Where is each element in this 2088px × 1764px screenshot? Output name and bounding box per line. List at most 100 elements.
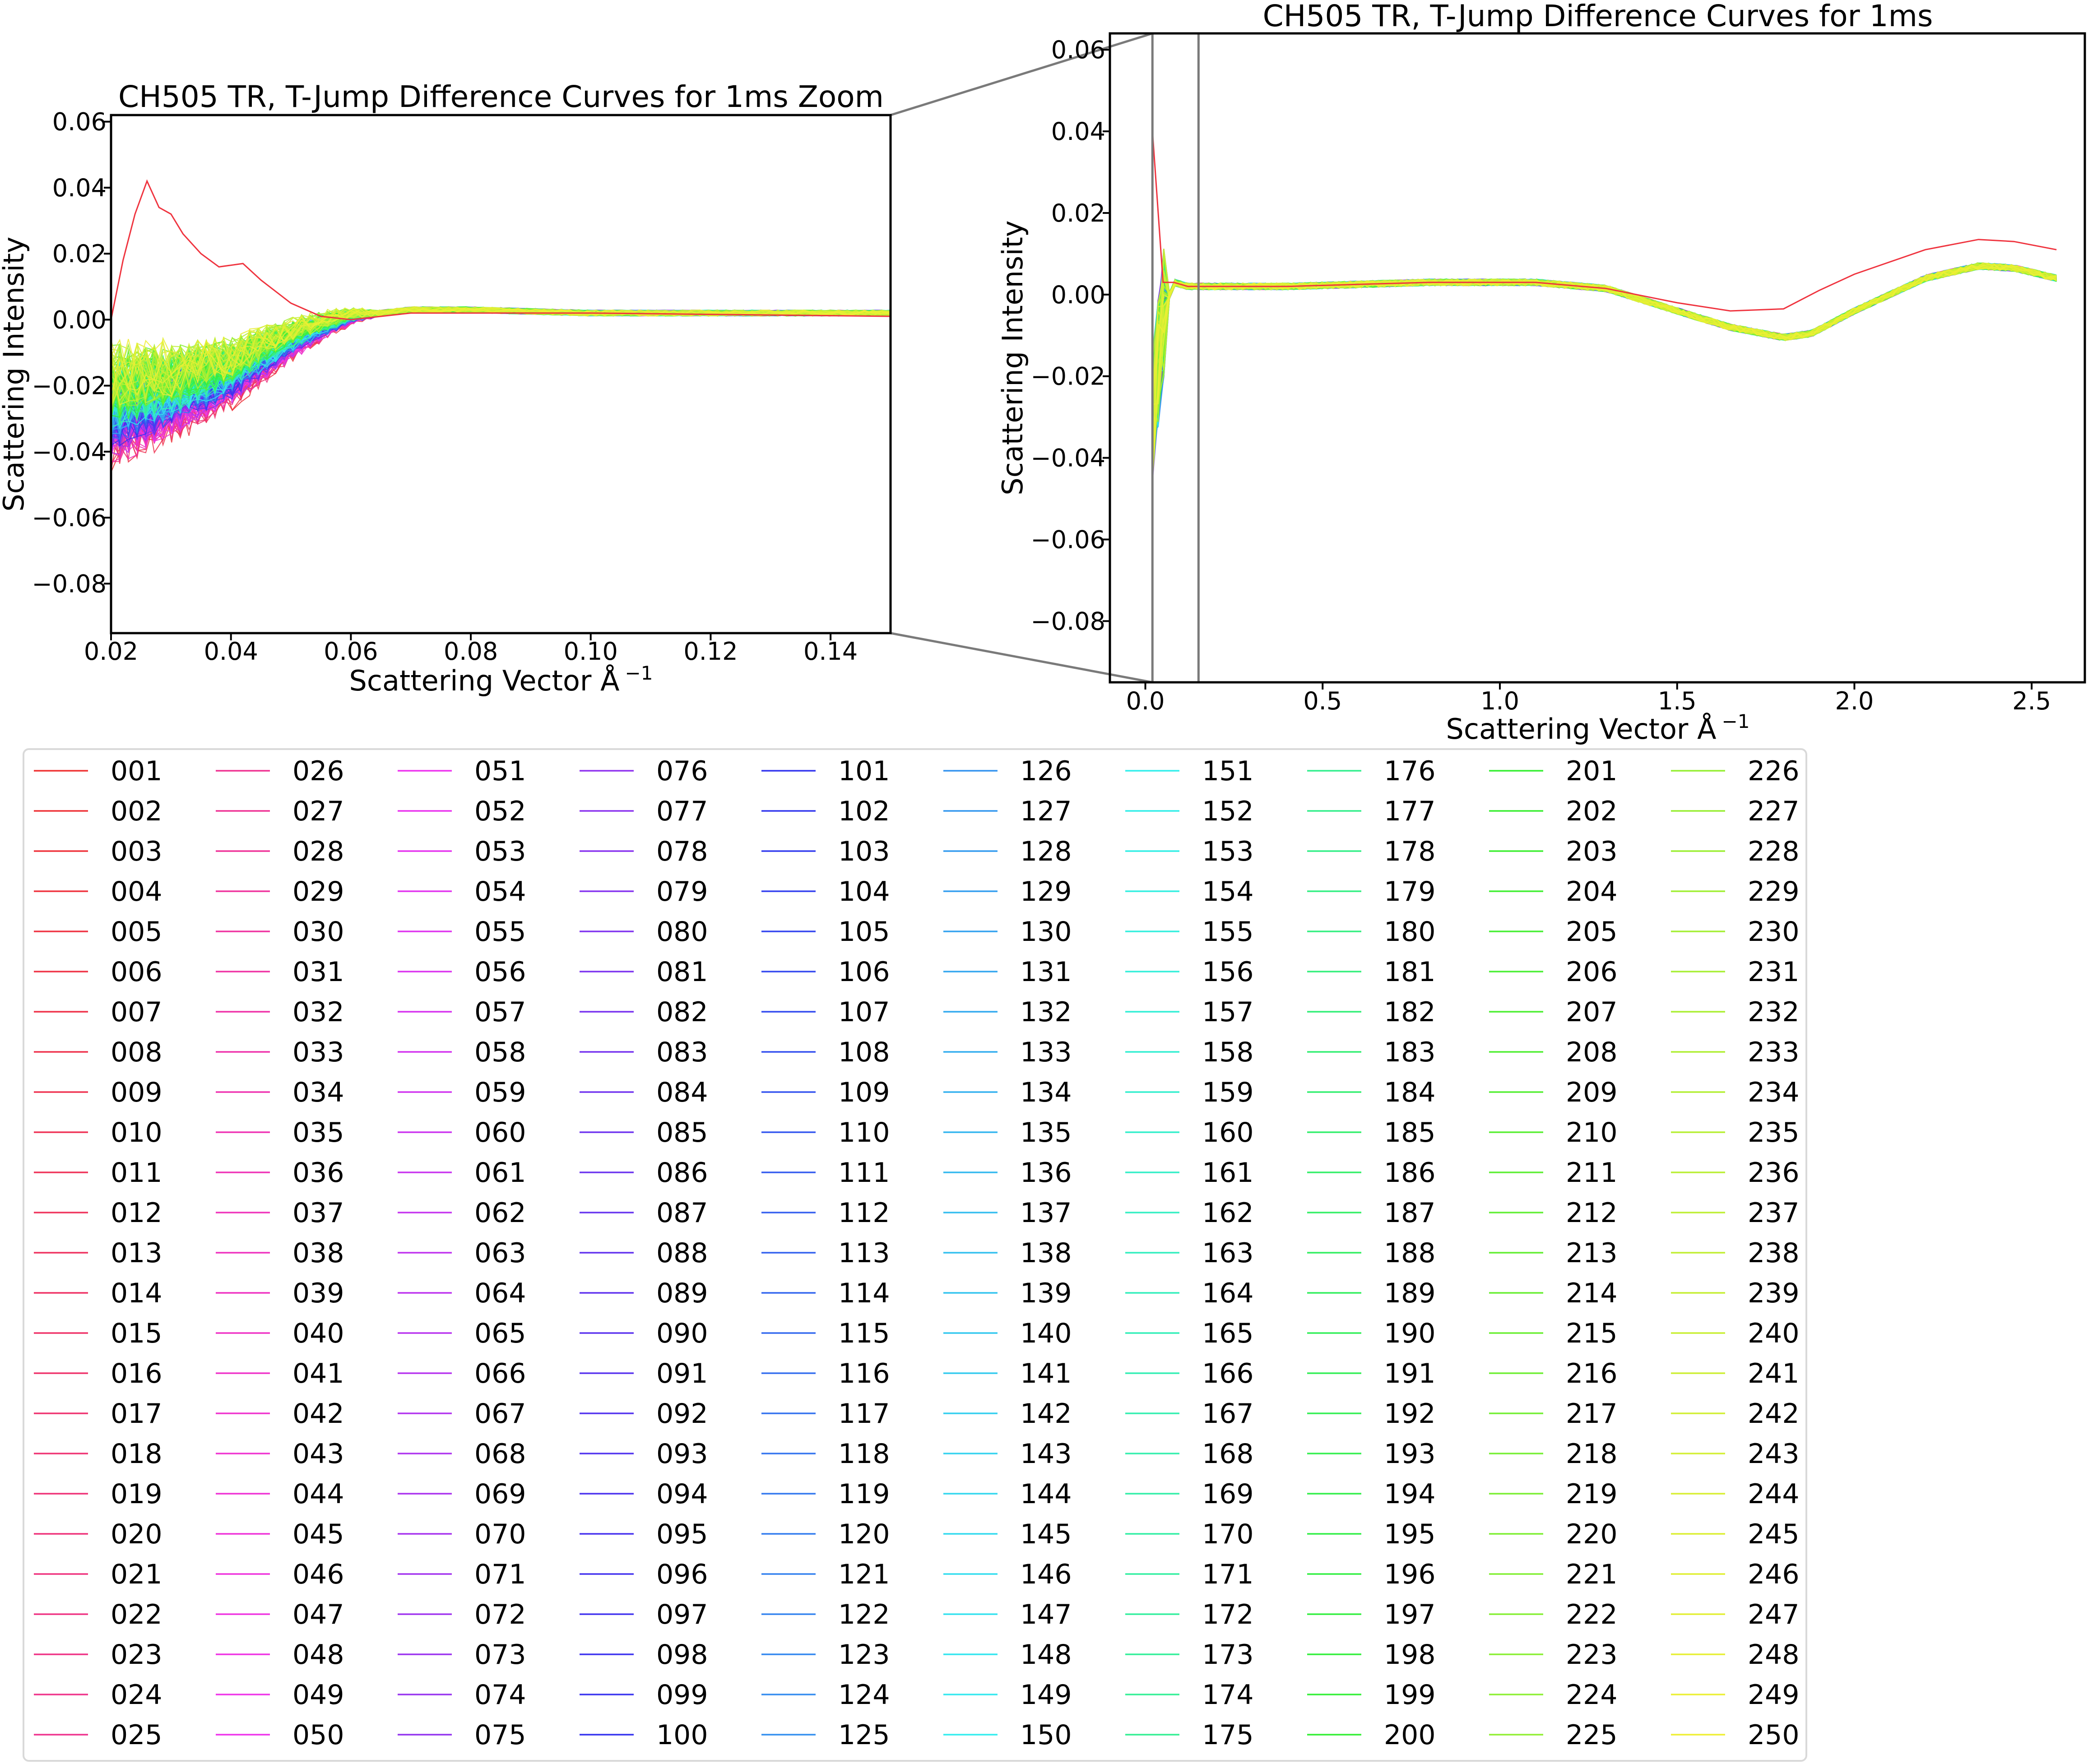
legend-entry: 123: [761, 1639, 890, 1671]
series-line: [1152, 255, 2057, 384]
legend-label: 146: [1020, 1559, 1072, 1590]
legend-label: 069: [474, 1478, 526, 1510]
legend-label: 011: [111, 1157, 162, 1189]
legend-entry: 181: [1307, 956, 1436, 988]
series-line: [1152, 265, 2057, 477]
legend-entry: 037: [216, 1197, 344, 1229]
zoom-connector-bottom: [890, 632, 1153, 684]
zoom-panel-title: CH505 TR, T-Jump Difference Curves for 1…: [118, 79, 884, 114]
series-line: [1152, 264, 2057, 474]
x-tick-label: 1.5: [1658, 687, 1697, 715]
legend-label: 079: [656, 876, 708, 907]
legend-label: 245: [1748, 1519, 1800, 1550]
legend-entry: 216: [1489, 1358, 1618, 1389]
legend-entry: 054: [398, 876, 526, 907]
legend-label: 046: [292, 1559, 344, 1590]
legend-label: 060: [474, 1117, 526, 1148]
legend-label: 078: [656, 836, 708, 867]
legend-label: 093: [656, 1438, 708, 1470]
legend-label: 183: [1384, 1037, 1436, 1068]
legend-entry: 124: [761, 1679, 890, 1711]
legend-entry: 051: [398, 755, 526, 787]
y-tick-label: −0.08: [1031, 607, 1105, 635]
legend-label: 098: [656, 1639, 708, 1671]
legend-label: 212: [1566, 1197, 1618, 1229]
legend-label: 039: [292, 1278, 344, 1309]
legend-entry: 108: [761, 1037, 890, 1068]
legend-label: 131: [1020, 956, 1072, 988]
series-line: [1152, 264, 2057, 464]
legend-label: 137: [1020, 1197, 1072, 1229]
y-tick-label: −0.04: [1031, 444, 1105, 472]
legend-label: 018: [111, 1438, 162, 1470]
legend-label: 229: [1748, 876, 1800, 907]
legend-entry: 117: [761, 1398, 890, 1430]
legend-entry: 138: [943, 1237, 1072, 1269]
legend-label: 031: [292, 956, 344, 988]
legend-label: 036: [292, 1157, 344, 1189]
legend-entry: 132: [943, 996, 1072, 1028]
legend-label: 085: [656, 1117, 708, 1148]
y-tick-label: −0.06: [32, 504, 107, 532]
legend-label: 147: [1020, 1599, 1072, 1630]
legend-label: 150: [1020, 1719, 1072, 1751]
legend-label: 010: [111, 1117, 162, 1148]
series-line: [1152, 250, 2057, 416]
legend-label: 005: [111, 916, 162, 948]
legend-label: 197: [1384, 1599, 1436, 1630]
legend-entry: 005: [34, 916, 162, 948]
series-line: [1152, 264, 2057, 449]
legend-entry: 229: [1671, 876, 1800, 907]
legend-label: 073: [474, 1639, 526, 1671]
legend-label: 192: [1384, 1398, 1436, 1430]
legend-entries: 001 002 003 004 005 006 007 008 009 010 011 012 013 0…: [34, 755, 1800, 1751]
legend-entry: 021: [34, 1559, 162, 1590]
legend-label: 042: [292, 1398, 344, 1430]
legend-entry: 167: [1125, 1398, 1254, 1430]
legend-entry: 219: [1489, 1478, 1618, 1510]
legend-label: 123: [838, 1639, 890, 1671]
legend-entry: 148: [943, 1639, 1072, 1671]
legend-entry: 211: [1489, 1157, 1618, 1189]
legend-label: 087: [656, 1197, 708, 1229]
zoom-region-markers: [1151, 33, 1200, 682]
legend-entry: 088: [580, 1237, 708, 1269]
legend-label: 156: [1202, 956, 1254, 988]
legend-entry: 214: [1489, 1278, 1618, 1309]
legend-entry: 098: [580, 1639, 708, 1671]
legend-label: 219: [1566, 1478, 1618, 1510]
legend-label: 006: [111, 956, 162, 988]
series-line: [1152, 262, 2057, 469]
zoom-panel-curves: [110, 179, 891, 472]
legend-label: 240: [1748, 1318, 1800, 1349]
legend-entry: 233: [1671, 1037, 1800, 1068]
full-panel: CH505 TR, T-Jump Difference Curves for 1…: [996, 0, 2086, 745]
legend-label: 181: [1384, 956, 1436, 988]
legend-entry: 203: [1489, 836, 1618, 867]
legend-label: 172: [1202, 1599, 1254, 1630]
legend-entry: 013: [34, 1237, 162, 1269]
legend-entry: 240: [1671, 1318, 1800, 1349]
legend-entry: 089: [580, 1278, 708, 1309]
legend-label: 075: [474, 1719, 526, 1751]
legend-label: 020: [111, 1519, 162, 1550]
legend-entry: 215: [1489, 1318, 1618, 1349]
legend-entry: 232: [1671, 996, 1800, 1028]
series-line: [1152, 262, 2057, 467]
legend-entry: 114: [761, 1278, 890, 1309]
legend-label: 169: [1202, 1478, 1254, 1510]
legend-label: 041: [292, 1358, 344, 1389]
legend-label: 023: [111, 1639, 162, 1671]
legend-entry: 199: [1307, 1679, 1436, 1711]
legend-label: 084: [656, 1077, 708, 1108]
x-tick-label: 0.0: [1126, 687, 1165, 715]
legend-entry: 042: [216, 1398, 344, 1430]
zoom-panel-x-label-exponent: −1: [625, 662, 653, 684]
zoom-panel-y-ticks: 0.06 0.04 0.02 0.00 −0.02 −0.04 −0.06 −0.08: [32, 108, 111, 598]
legend-entry: 128: [943, 836, 1072, 867]
x-tick-label: 2.0: [1835, 687, 1874, 715]
legend-label: 162: [1202, 1197, 1254, 1229]
legend-label: 062: [474, 1197, 526, 1229]
legend-label: 213: [1566, 1237, 1618, 1269]
series-line: [1152, 263, 2057, 469]
